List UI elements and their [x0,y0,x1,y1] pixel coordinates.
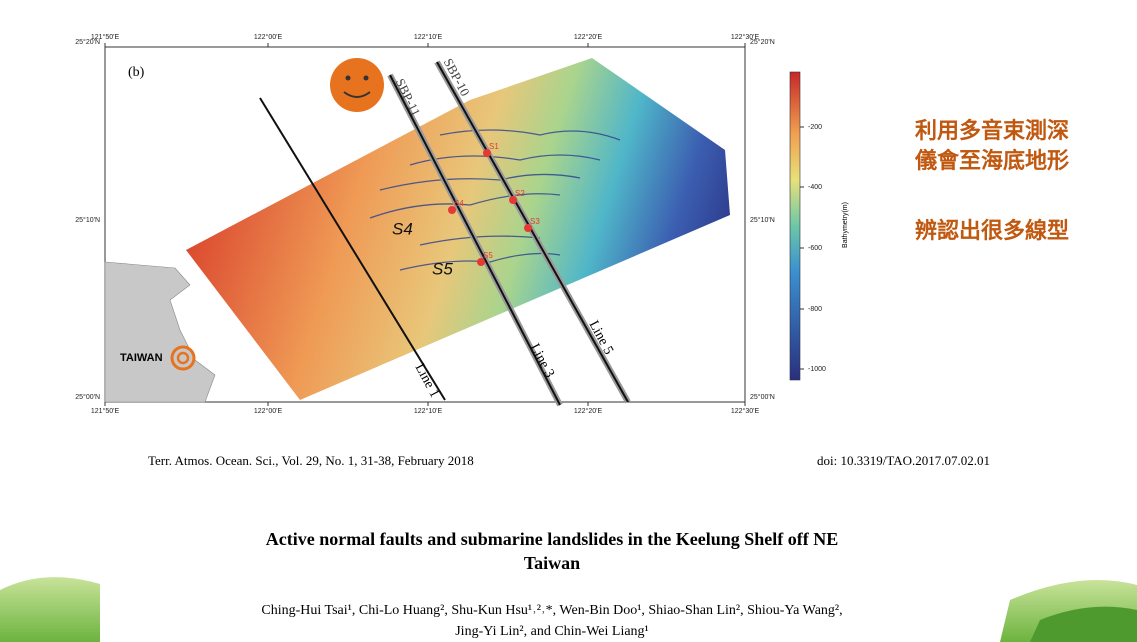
lat-tick-label: 25°00'N [750,393,775,401]
paper-header: Terr. Atmos. Ocean. Sci., Vol. 29, No. 1… [100,438,1000,642]
lat-tick-label: 25°10'N [750,216,775,224]
lat-tick-label: 25°20'N [75,38,100,46]
lon-tick-label: 122°20'E [574,33,603,41]
lon-tick-label: 122°10'E [414,407,443,415]
slide: (b) Line 1 Line 3 Line 5 SBP-11 SBP-10 S… [0,0,1137,642]
smiley [364,76,369,81]
site-label: S1 [489,142,499,151]
lat-tick-label: 25°20'N [750,38,775,46]
colorbar-tick-label: -1000 [808,366,826,373]
lon-tick-label: 121°50'E [91,407,120,415]
colorbar-label: Bathymetry(m) [842,202,849,248]
paper-title: Active normal faults and submarine lands… [266,529,839,549]
slide-text-line: 利用多音束測深 [915,118,1069,143]
annotation: S4 [392,219,413,238]
panel-label: (b) [128,65,145,80]
site-label: S5 [483,251,493,260]
smiley [330,58,384,112]
site-label: S4 [454,199,464,208]
lon-tick-label: 122°10'E [414,33,443,41]
colorbar-tick-label: -800 [808,306,822,313]
site-label: S3 [530,217,540,226]
annotation: S5 [432,259,453,278]
colorbar [790,72,800,380]
colorbar-tick-label: -400 [808,184,822,191]
authors: Jing-Yi Lin², and Chin-Wei Liang¹ [455,624,649,639]
lon-tick-label: 122°30'E [731,407,760,415]
land-label: TAIWAN [120,352,163,364]
doi: doi: 10.3319/TAO.2017.07.02.01 [817,453,990,468]
figure: (b) Line 1 Line 3 Line 5 SBP-11 SBP-10 S… [38,28,866,424]
smiley [346,76,351,81]
lat-tick-label: 25°10'N [75,216,100,224]
lat-tick-label: 25°00'N [75,393,100,401]
lon-tick-label: 122°00'E [254,33,283,41]
colorbar-tick-label: -600 [808,245,822,252]
citation: Terr. Atmos. Ocean. Sci., Vol. 29, No. 1… [148,453,474,468]
slide-text-line: 辨認出很多線型 [915,218,1069,243]
authors: Ching-Hui Tsai¹, Chi-Lo Huang², Shu-Kun … [261,603,842,618]
colorbar-tick-label: -200 [808,124,822,131]
paper-title: Taiwan [524,553,580,573]
slide-text-line: 儀會至海底地形 [914,148,1069,173]
lon-tick-label: 122°20'E [574,407,603,415]
site-label: S2 [515,189,525,198]
lon-tick-label: 122°00'E [254,407,283,415]
